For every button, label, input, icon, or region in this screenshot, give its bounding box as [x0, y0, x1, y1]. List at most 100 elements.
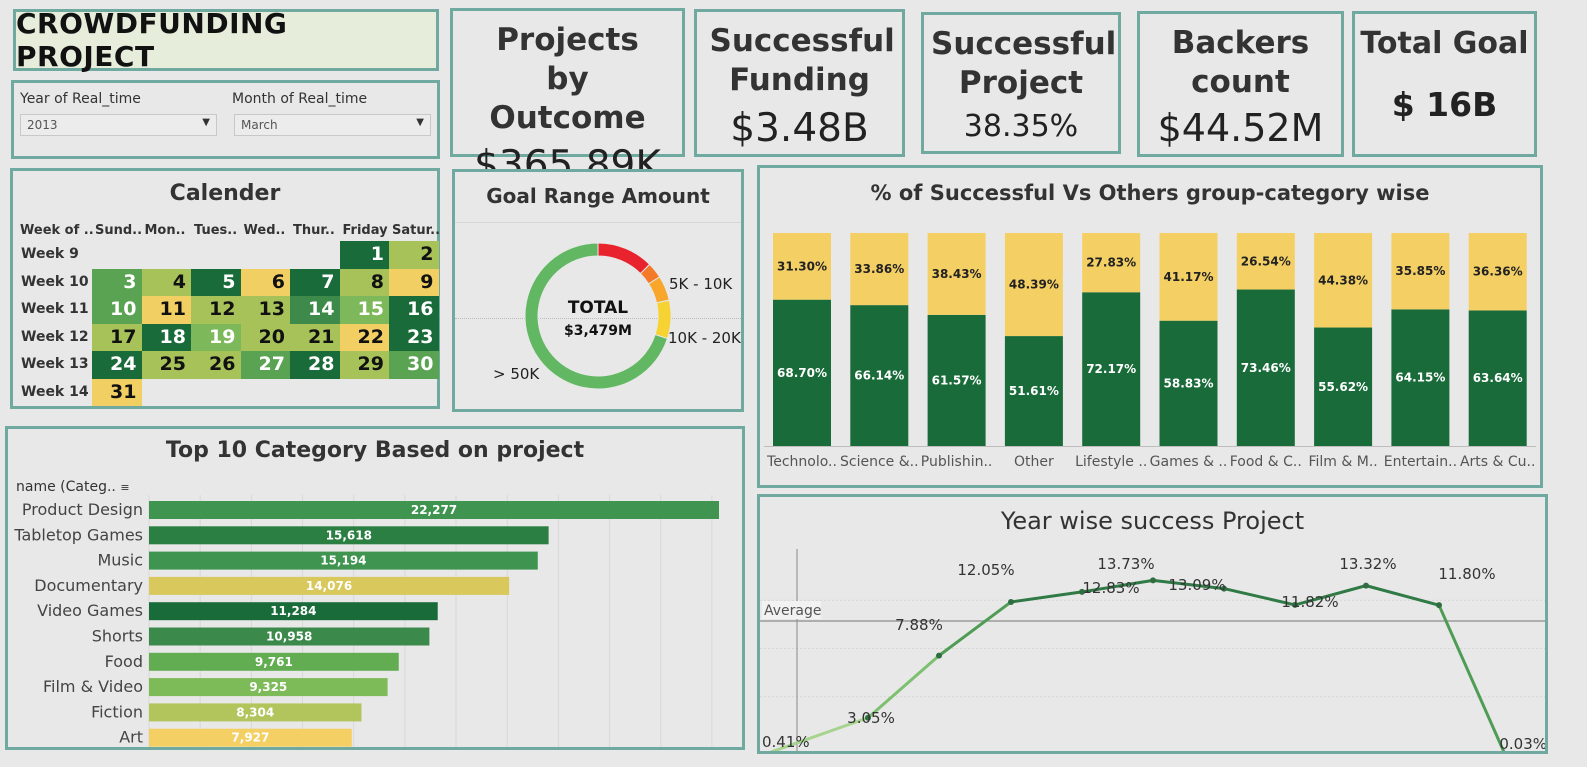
calendar-day-cell[interactable]: 21 — [290, 323, 340, 351]
calendar-day-cell[interactable]: 13 — [240, 296, 290, 324]
calendar-day-cell[interactable]: 17 — [92, 323, 142, 351]
day-header: Wed.. — [243, 223, 286, 238]
calendar-day-cell[interactable]: 12 — [191, 296, 241, 324]
calendar-day-cell[interactable]: 15 — [339, 296, 389, 324]
bar-value-label: 11,284 — [270, 604, 316, 618]
category-label: Shorts — [92, 627, 143, 646]
calendar-day-cell[interactable]: 19 — [191, 323, 241, 351]
year-filter-label: Year of Real_time — [20, 91, 141, 107]
others-value-label: 35.85% — [1395, 264, 1445, 278]
year-success-panel: Year wise success Project Average 0.41% 3.… — [757, 494, 1548, 754]
data-point — [1008, 598, 1014, 605]
success-bar — [1159, 320, 1218, 446]
calendar-day-cell[interactable]: 6 — [240, 268, 290, 296]
success-value-label: 68.70% — [777, 366, 827, 380]
category-tick-label: Film & M.. — [1308, 454, 1377, 470]
calendar-day-cell[interactable]: 27 — [240, 351, 290, 379]
chevron-down-icon: ▼ — [416, 117, 424, 128]
top-category-title: Top 10 Category Based on project — [165, 438, 585, 463]
calendar-day-cell[interactable]: 28 — [290, 351, 340, 379]
category-tick-label: Entertain.. — [1384, 454, 1457, 470]
others-bar — [1236, 233, 1295, 290]
others-bar — [1391, 233, 1450, 310]
point-value-label: 0.03% — [1499, 735, 1545, 751]
donut-slice — [597, 242, 651, 275]
others-value-label: 41.17% — [1164, 270, 1214, 284]
calendar-day-cell[interactable]: 9 — [389, 268, 439, 296]
point-value-label: 7.88% — [895, 616, 943, 634]
bar-value-label: 9,761 — [255, 655, 293, 669]
day-header: Sund.. — [95, 223, 143, 238]
day-header: Tues.. — [194, 223, 238, 238]
success-bar — [927, 314, 986, 446]
success-value-label: 63.64% — [1473, 371, 1523, 385]
calendar-day-cell[interactable]: 31 — [92, 378, 142, 406]
year-dropdown[interactable]: 2013 ▼ — [20, 114, 217, 136]
success-vs-others-title: % of Successful Vs Others group-category… — [870, 181, 1430, 205]
point-value-label: 3.05% — [847, 709, 895, 727]
month-dropdown[interactable]: March ▼ — [234, 114, 431, 136]
calendar-day-cell[interactable]: 2 — [389, 241, 439, 269]
category-bar — [149, 602, 438, 621]
success-bar — [850, 305, 909, 446]
category-label: Tabletop Games — [13, 525, 143, 544]
category-label: Film & Video — [43, 677, 143, 696]
success-vs-others-chart: 31.30% 68.70% Technolo.. 33.86% 66.14% Scienc… — [764, 233, 1536, 470]
kpi-title: Successful Project — [931, 26, 1117, 101]
calendar-day-cell[interactable]: 18 — [141, 323, 191, 351]
calendar-day-cell[interactable]: 4 — [141, 268, 191, 296]
slice-label: 10K - 20K — [668, 329, 741, 347]
week-column-header: Week of .. — [20, 223, 94, 238]
kpi-total-goal: Total Goal $ 16B — [1352, 11, 1537, 157]
bar-value-label: 14,076 — [306, 579, 352, 593]
calendar-day-cell[interactable]: 23 — [389, 323, 439, 351]
others-value-label: 36.36% — [1473, 265, 1523, 279]
category-bar — [149, 551, 538, 570]
success-value-label: 61.57% — [932, 373, 982, 387]
calendar-day-cell[interactable]: 14 — [290, 296, 340, 324]
category-label: Art — [119, 728, 143, 747]
week-label: Week 14 — [21, 383, 89, 400]
calendar-day-cell[interactable]: 11 — [141, 296, 191, 324]
kpi-title: Total Goal — [1360, 26, 1529, 61]
chevron-down-icon: ▼ — [202, 117, 210, 128]
calendar-day-cell[interactable]: 10 — [92, 296, 142, 324]
success-value-label: 51.61% — [1009, 384, 1059, 398]
calendar-day-cell[interactable]: 5 — [191, 268, 241, 296]
category-bar — [149, 576, 510, 595]
others-bar — [1314, 233, 1373, 328]
kpi-projects-by-outcome: Projects by Outcome $365.89K — [450, 8, 685, 188]
kpi-value: 38.35% — [963, 108, 1079, 144]
calendar-day-cell[interactable]: 22 — [339, 323, 389, 351]
calendar-day-cell[interactable]: 29 — [339, 351, 389, 379]
others-bar — [1082, 233, 1141, 293]
calendar-day-cell[interactable]: 7 — [290, 268, 340, 296]
slice-label: > 50K — [493, 365, 540, 383]
calendar-day-cell[interactable]: 20 — [240, 323, 290, 351]
calendar-day-cell[interactable]: 25 — [141, 351, 191, 379]
others-value-label: 44.38% — [1318, 273, 1368, 287]
calendar-day-cell[interactable]: 24 — [92, 351, 142, 379]
others-value-label: 27.83% — [1086, 256, 1136, 270]
kpi-successful-project: Successful Project 38.35% — [921, 12, 1121, 154]
kpi-successful-funding: Successful Funding $3.48B — [694, 9, 905, 157]
slice-label: 5K - 10K — [669, 275, 733, 293]
calendar-day-cell[interactable]: 30 — [389, 351, 439, 379]
success-bar — [1391, 309, 1450, 446]
calendar-day-cell[interactable]: 26 — [191, 351, 241, 379]
others-value-label: 48.39% — [1009, 278, 1059, 292]
title-divider — [455, 222, 741, 223]
success-value-label: 73.46% — [1241, 361, 1291, 375]
week-label: Week 11 — [21, 301, 89, 317]
calendar-day-cell[interactable]: 8 — [339, 268, 389, 296]
calendar-day-cell[interactable]: 1 — [339, 241, 389, 269]
success-bar — [1082, 292, 1141, 446]
category-axis-header[interactable]: name (Categ.. ≡ — [16, 479, 130, 495]
calendar-day-cell[interactable]: 3 — [92, 268, 142, 296]
calendar-day-cell[interactable]: 16 — [389, 296, 439, 324]
point-value-label: 13.09% — [1168, 576, 1225, 594]
category-label: Fiction — [91, 702, 143, 721]
series-line-segment — [1293, 584, 1368, 607]
data-point — [1292, 601, 1298, 608]
category-label: Documentary — [34, 576, 143, 595]
